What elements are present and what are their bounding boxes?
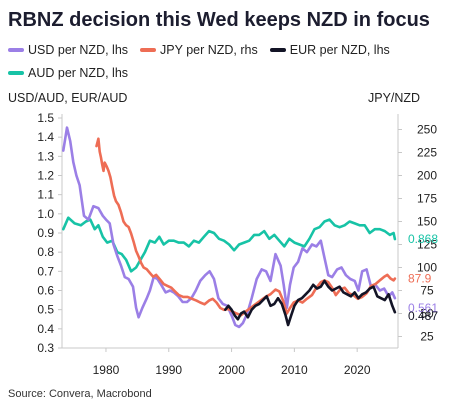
right-tick-label: 225 xyxy=(417,146,437,160)
legend-item-jpy: JPY per NZD, rhs xyxy=(140,43,258,57)
legend-row-2: AUD per NZD, lhs xyxy=(8,61,448,84)
legend-label-usd: USD per NZD, lhs xyxy=(28,42,129,57)
aud-last-value-label: 0.868 xyxy=(408,232,438,246)
legend-item-aud: AUD per NZD, lhs xyxy=(8,66,128,80)
legend-item-usd: USD per NZD, lhs xyxy=(8,43,128,57)
left-tick-label: 0.3 xyxy=(37,341,54,355)
left-tick-label: 0.5 xyxy=(37,303,54,317)
left-tick-label: 1.0 xyxy=(37,207,54,221)
legend-label-aud: AUD per NZD, lhs xyxy=(28,65,129,80)
x-tick-label: 1980 xyxy=(93,363,120,377)
left-tick-label: 0.9 xyxy=(37,226,54,240)
right-tick-label: 50 xyxy=(420,307,434,321)
left-axis-title: USD/AUD, EUR/AUD xyxy=(8,91,128,105)
jpy-series-line xyxy=(95,137,397,317)
right-tick-label: 25 xyxy=(420,330,434,344)
legend-item-eur: EUR per NZD, lhs xyxy=(269,42,390,57)
right-tick-label: 100 xyxy=(417,261,437,275)
legend-swatch-jpy xyxy=(140,47,157,52)
eur-last-value-label: 0.487 xyxy=(408,309,438,323)
right-tick-label: 75 xyxy=(420,284,434,298)
right-tick-label: 200 xyxy=(417,169,437,183)
usd-series-line xyxy=(61,126,397,329)
x-tick-label: 2000 xyxy=(218,363,245,377)
x-tick-label: 2020 xyxy=(344,363,371,377)
left-tick-label: 0.8 xyxy=(37,245,54,259)
right-tick-label: 175 xyxy=(417,192,437,206)
left-tick-label: 1.3 xyxy=(37,149,54,163)
legend-swatch-aud xyxy=(8,70,24,75)
left-tick-label: 1.1 xyxy=(37,188,54,202)
legend-label-jpy: JPY per NZD, rhs xyxy=(160,42,258,57)
legend-swatch-eur xyxy=(269,47,286,52)
source-note: Source: Convera, Macrobond xyxy=(8,388,152,400)
aud-series-line xyxy=(61,216,397,273)
legend-row-1: USD per NZD, lhs JPY per NZD, rhs EUR pe… xyxy=(8,38,448,61)
right-tick-label: 125 xyxy=(417,238,437,252)
right-tick-label: 150 xyxy=(417,215,437,229)
left-tick-label: 0.6 xyxy=(37,284,54,298)
right-axis-title: JPY/NZD xyxy=(368,91,421,105)
left-tick-label: 1.5 xyxy=(37,111,54,125)
left-tick-label: 1.4 xyxy=(37,130,54,144)
x-tick-label: 1990 xyxy=(155,363,182,377)
eur-series-line xyxy=(224,279,397,327)
jpy-last-value-label: 87.9 xyxy=(408,272,432,286)
x-tick-label: 2010 xyxy=(281,363,308,377)
legend-label-eur: EUR per NZD, lhs xyxy=(289,42,390,57)
left-tick-label: 0.4 xyxy=(37,322,54,336)
chart-legend: USD per NZD, lhs JPY per NZD, rhs EUR pe… xyxy=(8,38,448,84)
usd-last-value-label: 0.561 xyxy=(408,301,438,315)
left-tick-label: 0.7 xyxy=(37,264,54,278)
legend-swatch-usd xyxy=(8,47,24,52)
right-tick-label: 250 xyxy=(417,123,437,137)
chart-title: RBNZ decision this Wed keeps NZD in focu… xyxy=(8,9,430,31)
left-tick-label: 1.2 xyxy=(37,169,54,183)
